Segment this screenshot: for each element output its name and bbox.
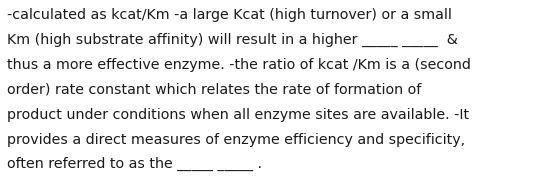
Text: Km (high substrate affinity) will result in a higher _____ _____  &: Km (high substrate affinity) will result… xyxy=(7,33,458,47)
Text: thus a more effective enzyme. -the ratio of kcat /Km is a (second: thus a more effective enzyme. -the ratio… xyxy=(7,58,471,72)
Text: -calculated as kcat/Km -a large Kcat (high turnover) or a small: -calculated as kcat/Km -a large Kcat (hi… xyxy=(7,8,452,22)
Text: provides a direct measures of enzyme efficiency and specificity,: provides a direct measures of enzyme eff… xyxy=(7,133,465,146)
Text: order) rate constant which relates the rate of formation of: order) rate constant which relates the r… xyxy=(7,83,421,97)
Text: product under conditions when all enzyme sites are available. -It: product under conditions when all enzyme… xyxy=(7,108,469,122)
Text: often referred to as the _____ _____ .: often referred to as the _____ _____ . xyxy=(7,157,262,171)
